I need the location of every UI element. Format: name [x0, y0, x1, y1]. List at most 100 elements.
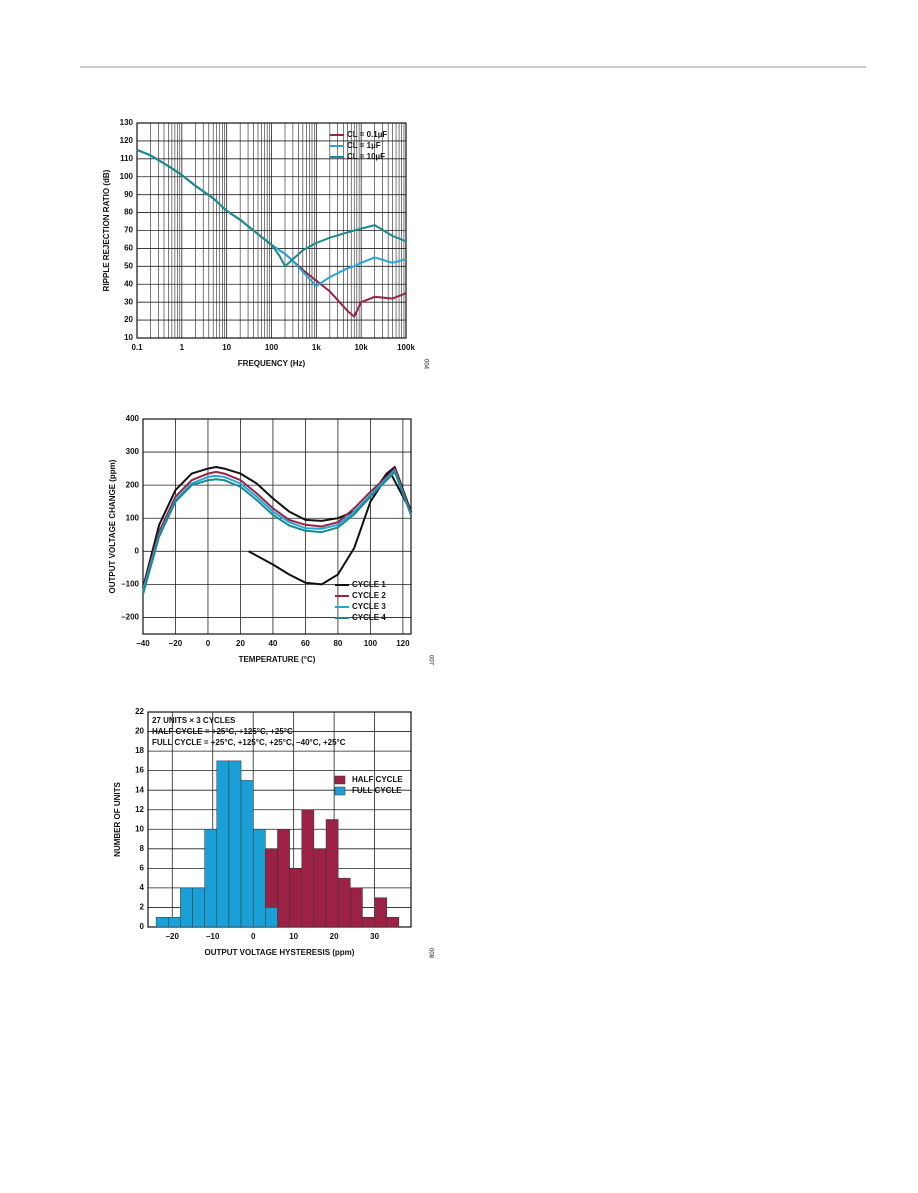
- y-tick-label: 0: [140, 922, 145, 931]
- x-tick-label: 10: [289, 932, 298, 941]
- y-tick-label: –100: [121, 579, 139, 588]
- y-tick-label: 70: [124, 226, 133, 235]
- legend-label: CL = 10µF: [347, 152, 385, 161]
- histogram-bar: [350, 887, 363, 928]
- y-tick-label: 50: [124, 261, 133, 270]
- y-tick-label: 200: [126, 480, 140, 489]
- y-tick-label: 12: [135, 805, 144, 814]
- y-tick-label: 120: [120, 136, 134, 145]
- y-tick-label: 60: [124, 244, 133, 253]
- histogram-bar: [386, 916, 400, 928]
- histogram-bar: [228, 760, 242, 928]
- y-tick-label: 2: [140, 903, 145, 912]
- histogram-bar: [325, 819, 339, 928]
- x-tick-label: 100: [265, 343, 279, 352]
- x-tick-label: 1k: [312, 343, 321, 352]
- legend-label: HALF CYCLE: [352, 775, 403, 784]
- histogram-bar: [180, 887, 193, 928]
- x-tick-label: 10k: [354, 343, 368, 352]
- histogram-bar: [167, 916, 181, 928]
- figure-code: 008: [427, 948, 433, 959]
- y-tick-label: 100: [126, 513, 140, 522]
- histogram-bar: [301, 809, 315, 928]
- legend-label: CYCLE 4: [352, 613, 386, 622]
- x-tick-label: 0: [206, 639, 211, 648]
- histogram-bar: [362, 916, 375, 928]
- histogram-bar: [277, 829, 290, 928]
- annotation: FULL CYCLE = +25°C, +125°C, +25°C, –40°C…: [152, 738, 346, 747]
- legend-swatch: [334, 786, 346, 796]
- legend-label: CYCLE 3: [352, 602, 386, 611]
- annotation: 27 UNITS × 3 CYCLES: [152, 716, 236, 725]
- y-tick-label: 30: [124, 297, 133, 306]
- y-axis-label: NUMBER OF UNITS: [113, 782, 122, 857]
- histogram-bar: [337, 877, 351, 928]
- y-tick-label: 20: [124, 315, 133, 324]
- x-tick-label: 0: [251, 932, 256, 941]
- legend-label: CYCLE 1: [352, 580, 386, 589]
- y-tick-label: 0: [135, 546, 140, 555]
- histogram-bar: [252, 829, 266, 928]
- x-tick-label: 10: [222, 343, 231, 352]
- x-tick-label: 100k: [397, 343, 415, 352]
- y-tick-label: 8: [140, 844, 145, 853]
- x-tick-label: –10: [206, 932, 220, 941]
- y-tick-label: 400: [126, 414, 140, 423]
- histogram-bar: [313, 848, 327, 928]
- series-line: [136, 148, 407, 268]
- x-axis-label: FREQUENCY (Hz): [238, 359, 306, 368]
- y-tick-label: 130: [120, 118, 134, 127]
- histogram-bar: [192, 887, 205, 928]
- y-tick-label: 6: [140, 863, 145, 872]
- histogram-bar: [204, 829, 218, 928]
- y-tick-label: 10: [135, 824, 144, 833]
- x-tick-label: 100: [364, 639, 378, 648]
- legend-label: CYCLE 2: [352, 591, 386, 600]
- y-tick-label: 18: [135, 746, 144, 755]
- legend-swatch: [334, 775, 346, 785]
- y-tick-label: 4: [140, 883, 145, 892]
- series-line: [142, 467, 412, 590]
- y-tick-label: 90: [124, 190, 133, 199]
- histogram-bar: [155, 916, 169, 928]
- histogram-bar: [240, 780, 254, 928]
- histogram-bar: [216, 760, 230, 928]
- y-tick-label: –200: [121, 613, 139, 622]
- x-axis-label: OUTPUT VOLTAGE HYSTERESIS (ppm): [205, 948, 355, 957]
- x-tick-label: –20: [169, 639, 183, 648]
- x-tick-label: 20: [236, 639, 245, 648]
- y-tick-label: 100: [120, 172, 134, 181]
- x-tick-label: –20: [166, 932, 180, 941]
- histogram-bar: [374, 897, 387, 928]
- y-tick-label: 80: [124, 208, 133, 217]
- x-tick-label: 1: [180, 343, 185, 352]
- y-tick-label: 20: [135, 727, 144, 736]
- histogram-bar: [289, 868, 303, 928]
- y-tick-label: 14: [135, 785, 144, 794]
- y-tick-label: 40: [124, 279, 133, 288]
- legend-label: CL = 1µF: [347, 141, 381, 150]
- plot-frame: [136, 122, 407, 339]
- x-tick-label: 40: [268, 639, 277, 648]
- y-tick-label: 300: [126, 447, 140, 456]
- x-tick-label: 80: [333, 639, 342, 648]
- figure-code: 004: [422, 359, 428, 370]
- x-axis-label: TEMPERATURE (°C): [239, 655, 316, 664]
- annotation: HALF CYCLE = +25°C, +125°C, +25°C: [152, 727, 293, 736]
- y-tick-label: 22: [135, 707, 144, 716]
- legend-label: FULL CYCLE: [352, 786, 402, 795]
- x-tick-label: 30: [370, 932, 379, 941]
- x-tick-label: 0.1: [131, 343, 143, 352]
- series-line: [142, 469, 412, 592]
- figure-code: 007: [427, 655, 433, 666]
- x-tick-label: –40: [136, 639, 150, 648]
- x-tick-label: 60: [301, 639, 310, 648]
- y-tick-label: 16: [135, 766, 144, 775]
- x-tick-label: 120: [396, 639, 410, 648]
- x-tick-label: 20: [330, 932, 339, 941]
- y-axis-label: OUTPUT VOLTAGE CHANGE (ppm): [108, 459, 117, 593]
- y-tick-label: 110: [120, 154, 133, 163]
- legend-label: CL = 0.1µF: [347, 130, 387, 139]
- histogram-bar: [265, 907, 278, 928]
